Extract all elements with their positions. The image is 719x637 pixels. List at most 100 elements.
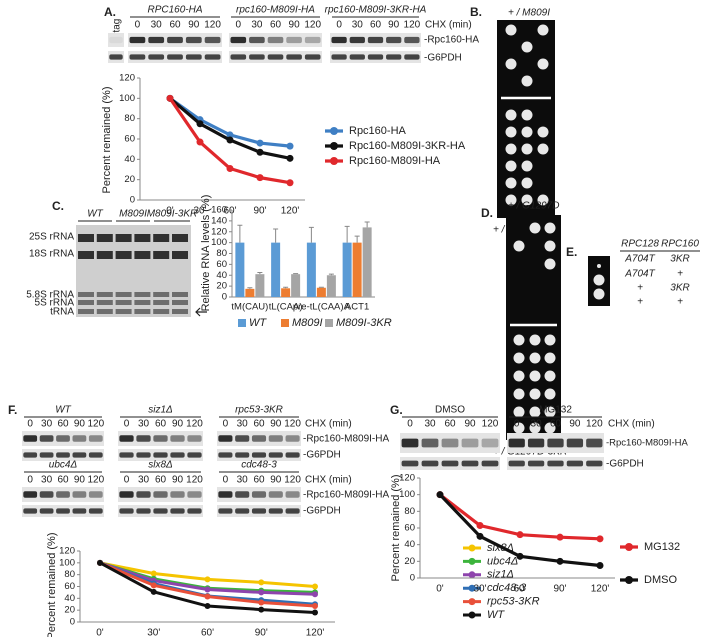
series-line xyxy=(168,97,291,160)
error-bar xyxy=(237,224,243,243)
colony xyxy=(529,222,541,234)
blot-band xyxy=(153,491,168,498)
lane-label: 120 xyxy=(404,20,421,31)
blot-band xyxy=(39,508,54,514)
rrna-label: 5.8S rRNA xyxy=(26,290,74,301)
lane-label: 0 xyxy=(236,20,242,31)
blot-band xyxy=(129,54,146,60)
colony xyxy=(529,406,541,418)
gel-band xyxy=(172,251,188,259)
colony xyxy=(521,160,533,172)
point xyxy=(286,179,294,187)
blot-band xyxy=(56,508,70,514)
legend-swatch xyxy=(468,611,476,619)
colony xyxy=(513,240,525,252)
error-bar xyxy=(344,225,350,243)
colony xyxy=(544,422,556,434)
lane-label: 90 xyxy=(172,475,184,486)
legend-swatch xyxy=(468,571,476,579)
allele: + xyxy=(677,269,683,280)
bar xyxy=(271,242,281,297)
point xyxy=(286,154,294,162)
blot-band xyxy=(481,460,499,467)
colony xyxy=(544,258,556,270)
rrna-label: 25S rRNA xyxy=(29,232,74,243)
colony xyxy=(593,274,605,286)
blot-band xyxy=(39,452,54,458)
legend-label: DMSO xyxy=(644,574,677,586)
colony xyxy=(513,352,525,364)
blot-band xyxy=(119,491,134,498)
strain-label: slx8Δ xyxy=(148,460,173,471)
blot-band xyxy=(148,36,165,44)
strain-label: rpc160-M809I-HA xyxy=(236,5,315,16)
panel-label: C. xyxy=(52,199,64,213)
colony xyxy=(521,41,533,53)
blot-band xyxy=(109,36,123,44)
point xyxy=(226,131,234,139)
blot-band xyxy=(251,508,267,514)
gel-band xyxy=(96,234,113,242)
x-tick-label: ACT1 xyxy=(345,302,369,313)
blot-band xyxy=(170,435,185,442)
gel-band xyxy=(115,292,132,297)
blot-band xyxy=(268,435,283,442)
strain-label: WT xyxy=(55,405,71,416)
band-label: -G6PDH xyxy=(606,459,644,470)
blot-band xyxy=(235,452,250,458)
blot-band xyxy=(421,438,439,448)
allele: A704T xyxy=(624,254,655,265)
y-tick-label: 80 xyxy=(216,248,227,259)
band-label: -G6PDH xyxy=(303,450,341,461)
legend-swatch xyxy=(281,319,289,327)
legend-label: WT xyxy=(249,317,267,329)
point xyxy=(312,609,318,616)
x-tick-label: 60' xyxy=(223,206,236,217)
point xyxy=(476,532,484,540)
allele: 3KR xyxy=(670,254,689,265)
x-tick-label: 90' xyxy=(255,628,268,637)
lane-label: 60 xyxy=(253,475,265,486)
bar xyxy=(291,274,301,297)
x-tick-label: 30' xyxy=(473,584,486,595)
y-tick-label: 80 xyxy=(64,569,75,580)
blot-strip xyxy=(400,433,500,453)
bar xyxy=(306,242,316,297)
lane-label: 30 xyxy=(237,419,249,430)
bar xyxy=(245,288,255,297)
blot-band xyxy=(401,438,419,448)
x-tick-label: 90' xyxy=(553,584,566,595)
blot-band xyxy=(170,491,185,498)
point xyxy=(204,603,211,610)
blot-band xyxy=(109,54,123,60)
lane-label: 0 xyxy=(336,20,342,31)
blot-band xyxy=(230,54,247,60)
panel-label: G. xyxy=(390,403,403,417)
blot-band xyxy=(304,54,321,60)
blot-band xyxy=(367,54,384,60)
legend-swatch xyxy=(468,598,476,606)
blot-band xyxy=(72,508,87,514)
y-tick-label: 0 xyxy=(130,195,135,206)
blot-band xyxy=(136,508,151,514)
point xyxy=(150,582,157,589)
blot-band xyxy=(218,452,233,458)
gel-band xyxy=(172,300,188,305)
x-tick-label: 120' xyxy=(306,628,325,637)
colony xyxy=(513,370,525,382)
blot-band xyxy=(249,54,265,60)
legend-swatch xyxy=(325,319,333,327)
error-bar xyxy=(257,272,263,275)
gel-band xyxy=(172,309,188,314)
blot-band xyxy=(153,452,168,458)
bar xyxy=(352,242,362,297)
y-tick-label: 0 xyxy=(410,573,415,584)
lane-label: 30 xyxy=(531,419,543,430)
blot-band xyxy=(218,491,233,498)
y-tick-label: 40 xyxy=(124,154,135,165)
blot-band xyxy=(230,36,247,44)
gene-header: RPC160 xyxy=(661,239,699,250)
blot-band xyxy=(461,438,479,448)
allele: 3KR xyxy=(670,283,689,294)
colony xyxy=(593,288,605,300)
